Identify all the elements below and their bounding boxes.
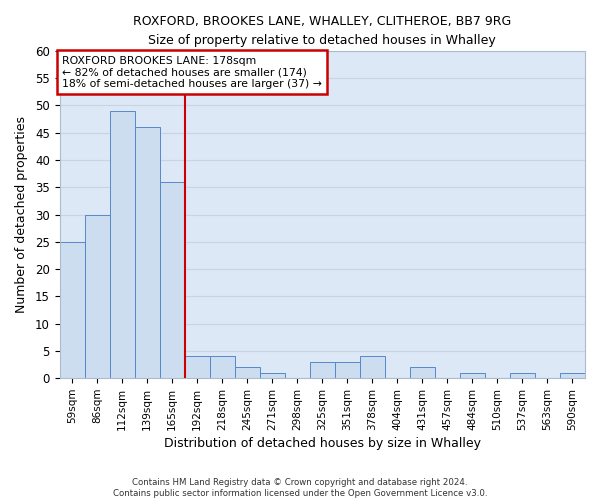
Text: ROXFORD BROOKES LANE: 178sqm
← 82% of detached houses are smaller (174)
18% of s: ROXFORD BROOKES LANE: 178sqm ← 82% of de… [62,56,322,89]
Bar [360,356,385,378]
Bar [160,182,185,378]
Bar [310,362,335,378]
Bar [510,373,535,378]
Bar [335,362,360,378]
Bar [85,214,110,378]
Bar [460,373,485,378]
Bar [560,373,585,378]
Bar [185,356,209,378]
Title: ROXFORD, BROOKES LANE, WHALLEY, CLITHEROE, BB7 9RG
Size of property relative to : ROXFORD, BROOKES LANE, WHALLEY, CLITHERO… [133,15,511,47]
Bar [410,368,435,378]
Y-axis label: Number of detached properties: Number of detached properties [15,116,28,313]
X-axis label: Distribution of detached houses by size in Whalley: Distribution of detached houses by size … [164,437,481,450]
Bar [209,356,235,378]
Bar [260,373,285,378]
Bar [59,242,85,378]
Bar [110,111,134,378]
Bar [235,368,260,378]
Text: Contains HM Land Registry data © Crown copyright and database right 2024.
Contai: Contains HM Land Registry data © Crown c… [113,478,487,498]
Bar [134,128,160,378]
